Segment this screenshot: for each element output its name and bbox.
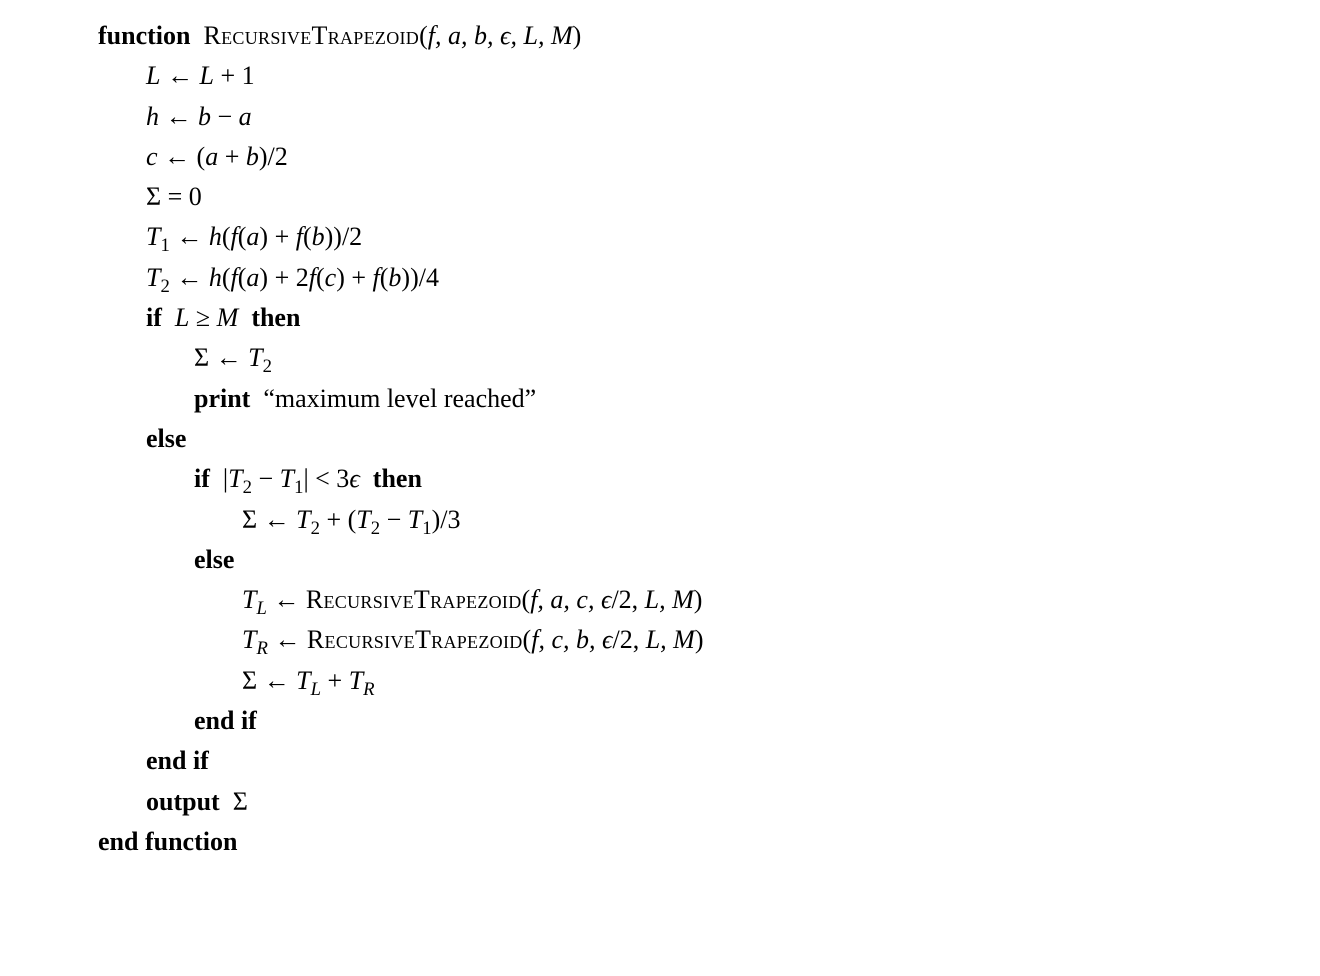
algorithm-block: function RecursiveTrapezoid(f, a, b, ϵ, … [98, 16, 1300, 862]
endif-outer: end if [98, 741, 1300, 781]
kw-print: print [194, 384, 250, 413]
if-outer: if L ≥ M then [98, 298, 1300, 338]
assign-c: c ← (a + b)/2 [98, 137, 1300, 177]
output-line: output Σ [98, 782, 1300, 822]
kw-else-outer: else [146, 424, 186, 453]
assign-T1: T1 ← h(f(a) + f(b))/2 [98, 217, 1300, 257]
else-outer: else [98, 419, 1300, 459]
assign-sigma-richardson: Σ ← T2 + (T2 − T1)/3 [98, 500, 1300, 540]
kw-then: then [251, 303, 300, 332]
assign-sigma-zero: Σ = 0 [98, 177, 1300, 217]
kw-else-inner: else [194, 545, 234, 574]
endif-inner: end if [98, 701, 1300, 741]
assign-T2: T2 ← h(f(a) + 2f(c) + f(b))/4 [98, 258, 1300, 298]
output-sym: Σ [233, 787, 248, 816]
assign-L: L ← L + 1 [98, 56, 1300, 96]
assign-sigma-T2: Σ ← T2 [98, 338, 1300, 378]
kw-output: output [146, 787, 220, 816]
print-msg: “maximum level reached” [263, 384, 536, 413]
assign-TL: TL ← RecursiveTrapezoid(f, a, c, ϵ/2, L,… [98, 580, 1300, 620]
kw-then-inner: then [373, 464, 422, 493]
function-name: RecursiveTrapezoid [203, 21, 419, 50]
kw-function: function [98, 21, 190, 50]
function-header: function RecursiveTrapezoid(f, a, b, ϵ, … [98, 16, 1300, 56]
kw-if: if [146, 303, 162, 332]
kw-endif-inner: end if [194, 706, 257, 735]
assign-TR: TR ← RecursiveTrapezoid(f, c, b, ϵ/2, L,… [98, 620, 1300, 660]
else-inner: else [98, 540, 1300, 580]
kw-endfunction: end function [98, 827, 237, 856]
function-params: (f, a, b, ϵ, L, M) [419, 21, 581, 50]
assign-h: h ← b − a [98, 97, 1300, 137]
cond-outer: L ≥ M [175, 303, 238, 332]
if-inner: if |T2 − T1| < 3ϵ then [98, 459, 1300, 499]
print-line: print “maximum level reached” [98, 379, 1300, 419]
kw-if-inner: if [194, 464, 210, 493]
kw-endif-outer: end if [146, 746, 209, 775]
cond-inner: |T2 − T1| < 3ϵ [223, 464, 360, 493]
assign-sigma-sum: Σ ← TL + TR [98, 661, 1300, 701]
end-function: end function [98, 822, 1300, 862]
